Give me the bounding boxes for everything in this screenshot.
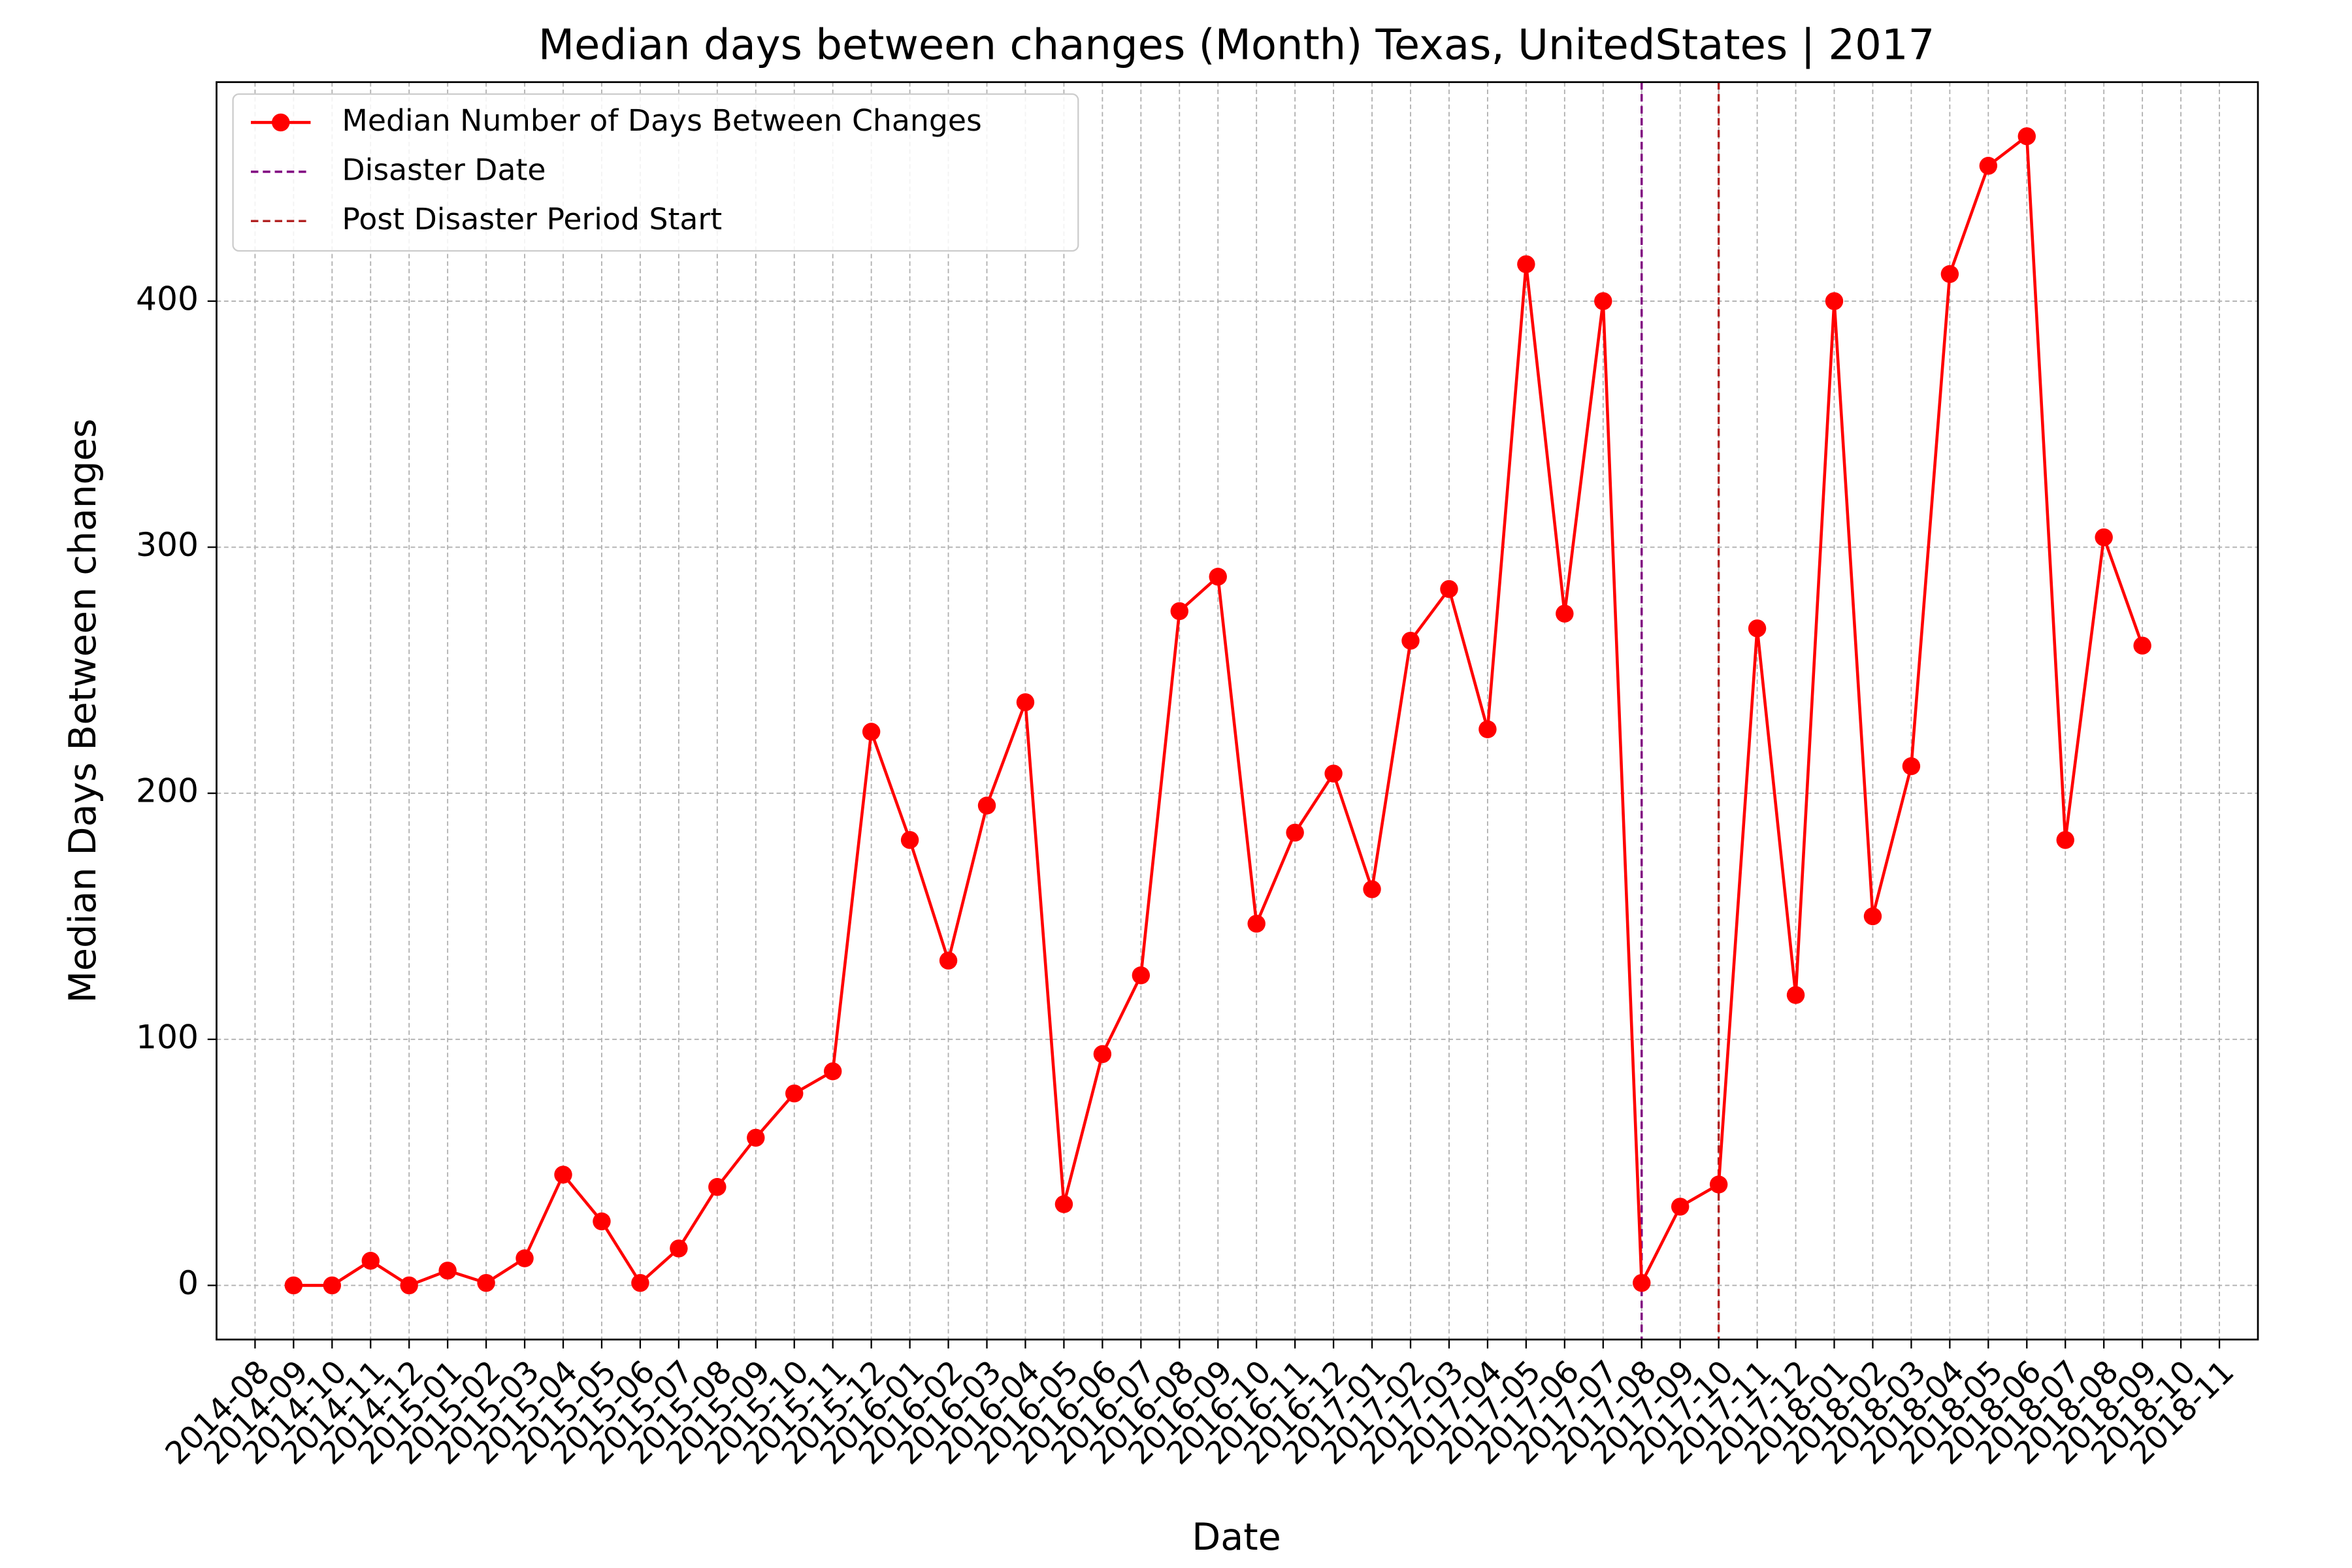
data-point bbox=[593, 1212, 611, 1231]
data-point bbox=[1863, 907, 1882, 926]
legend-box bbox=[232, 93, 1079, 252]
data-point bbox=[1825, 292, 1844, 310]
y-tick-label: 0 bbox=[178, 1264, 199, 1302]
data-point bbox=[900, 831, 919, 849]
data-point bbox=[1170, 602, 1188, 621]
data-point bbox=[1517, 255, 1535, 274]
legend: Median Number of Days Between Changes Dis… bbox=[232, 93, 1079, 252]
data-point bbox=[1324, 764, 1343, 783]
data-point bbox=[1209, 568, 1227, 586]
data-point bbox=[1286, 823, 1304, 842]
data-point bbox=[1748, 619, 1767, 638]
x-axis-label: Date bbox=[1192, 1516, 1281, 1559]
data-point bbox=[284, 1276, 303, 1295]
data-point bbox=[1671, 1198, 1690, 1216]
legend-marker bbox=[272, 113, 290, 132]
data-point bbox=[438, 1262, 457, 1280]
data-point bbox=[1247, 915, 1266, 933]
data-point bbox=[708, 1178, 727, 1196]
data-point bbox=[1709, 1175, 1728, 1194]
data-point bbox=[1979, 157, 1998, 175]
data-point bbox=[400, 1276, 418, 1295]
y-axis-label: Median Days Between changes bbox=[61, 419, 105, 1004]
data-point bbox=[515, 1249, 534, 1267]
data-point bbox=[1594, 292, 1612, 310]
y-tick-label: 100 bbox=[136, 1017, 199, 1056]
data-point bbox=[1478, 720, 1497, 738]
data-point bbox=[1093, 1045, 1112, 1064]
data-point bbox=[1940, 265, 1959, 284]
chart-title: Median days between changes (Month) Texa… bbox=[538, 22, 1935, 70]
data-point bbox=[1016, 693, 1035, 711]
data-point bbox=[323, 1276, 342, 1295]
data-point bbox=[1902, 757, 1921, 776]
legend-label: Disaster Date bbox=[342, 152, 546, 187]
data-point bbox=[939, 951, 958, 970]
legend-label: Post Disaster Period Start bbox=[342, 202, 722, 237]
data-point bbox=[1401, 631, 1420, 650]
data-point bbox=[554, 1166, 572, 1184]
data-point bbox=[361, 1252, 380, 1270]
data-point bbox=[1363, 880, 1381, 898]
plot-frame bbox=[216, 81, 2259, 1341]
data-point bbox=[1132, 966, 1151, 985]
data-point bbox=[785, 1084, 804, 1103]
y-tick-label: 200 bbox=[136, 772, 199, 810]
data-point bbox=[823, 1062, 842, 1081]
data-point bbox=[747, 1128, 765, 1147]
y-tick-label: 400 bbox=[136, 279, 199, 318]
y-tick-label: 300 bbox=[136, 525, 199, 564]
data-point bbox=[631, 1273, 649, 1292]
data-point bbox=[862, 723, 881, 741]
legend-label: Median Number of Days Between Changes bbox=[342, 103, 981, 138]
data-point bbox=[670, 1239, 688, 1258]
data-point bbox=[1633, 1273, 1651, 1292]
data-point bbox=[977, 796, 996, 815]
data-point bbox=[2056, 831, 2074, 849]
data-point bbox=[2017, 127, 2036, 146]
data-point bbox=[2133, 636, 2151, 655]
data-point bbox=[1054, 1195, 1073, 1213]
data-point bbox=[477, 1273, 495, 1292]
data-point bbox=[2095, 528, 2113, 547]
data-point bbox=[1556, 604, 1574, 623]
data-point bbox=[1786, 986, 1805, 1004]
data-point bbox=[1440, 580, 1458, 598]
